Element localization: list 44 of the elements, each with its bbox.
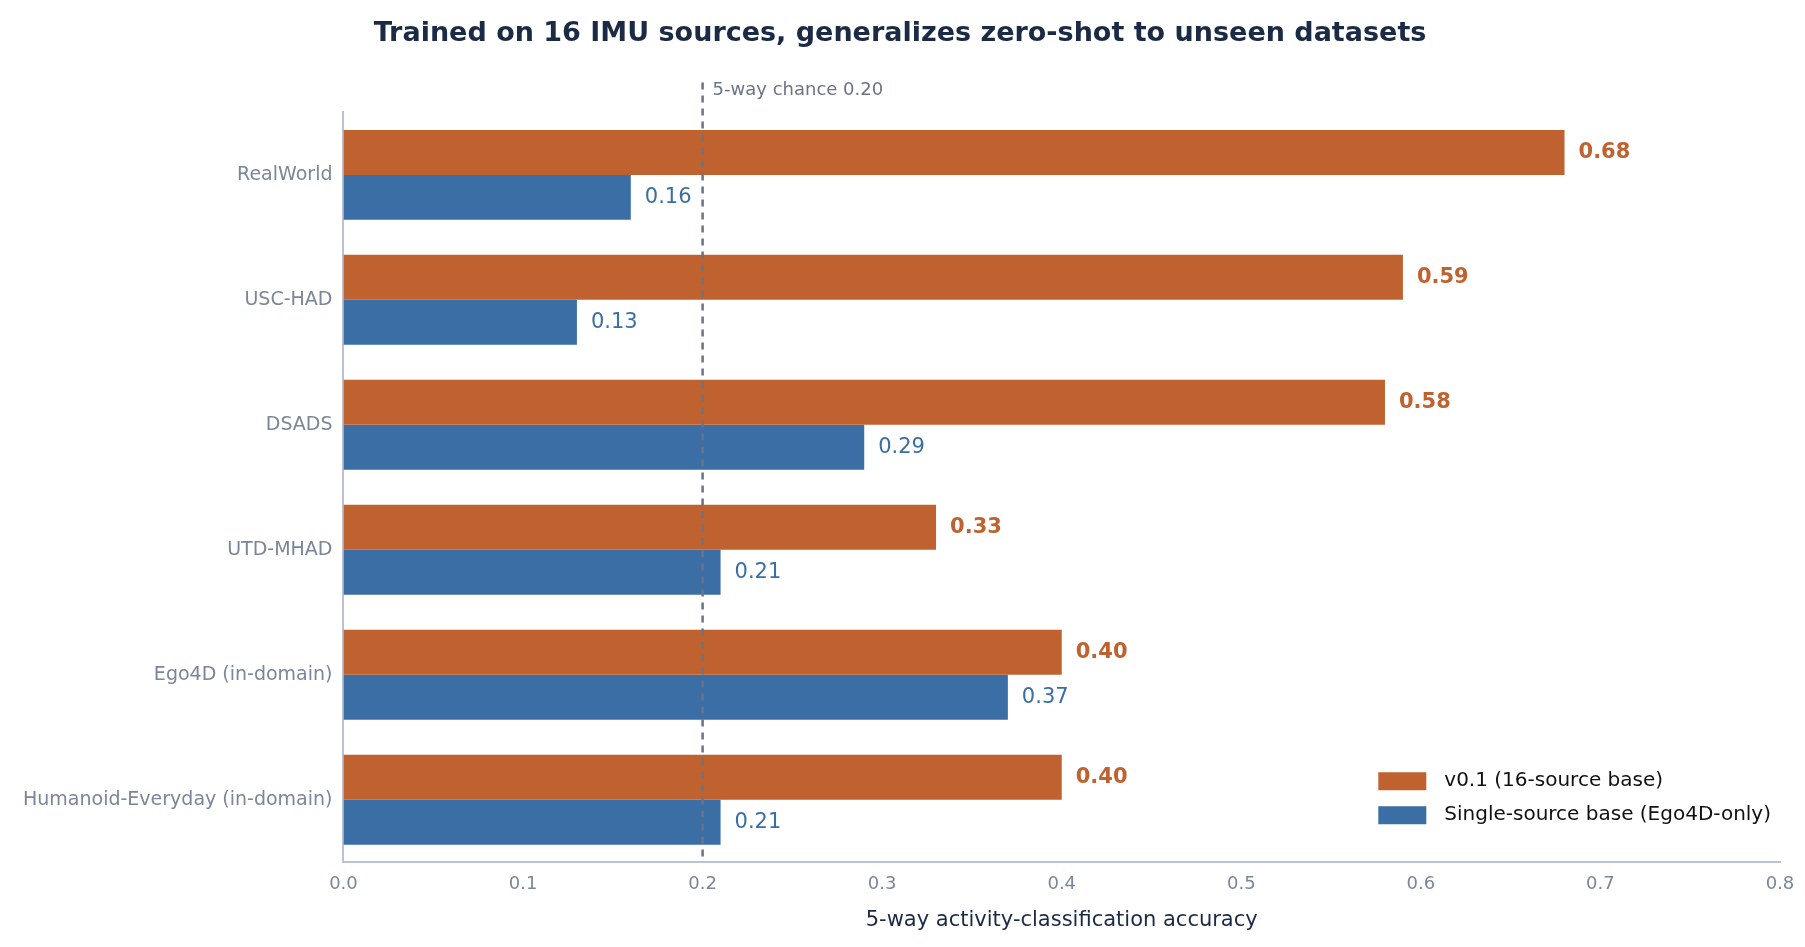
bar bbox=[343, 424, 865, 470]
x-tick-label: 0.3 bbox=[867, 871, 897, 893]
data-label: 0.21 bbox=[734, 558, 782, 583]
bar bbox=[343, 174, 631, 220]
x-tick-label: 0.6 bbox=[1406, 871, 1436, 893]
y-tick-label: Humanoid-Everyday (in-domain) bbox=[23, 786, 333, 809]
x-tick-label: 0.2 bbox=[688, 871, 717, 893]
y-tick-label: USC-HAD bbox=[244, 286, 333, 309]
x-tick-label: 0.7 bbox=[1586, 871, 1615, 893]
bar bbox=[343, 754, 1062, 800]
x-axis-title: 5-way activity-classification accuracy bbox=[865, 906, 1258, 931]
bar bbox=[343, 504, 937, 550]
x-tick-label: 0.4 bbox=[1047, 871, 1077, 893]
y-tick-label: UTD-MHAD bbox=[227, 536, 333, 559]
x-tick-label: 0.1 bbox=[508, 871, 538, 893]
data-label: 0.21 bbox=[734, 808, 782, 833]
legend-label: v0.1 (16-source base) bbox=[1444, 767, 1664, 792]
bar bbox=[343, 674, 1008, 720]
bar bbox=[343, 299, 577, 345]
data-label: 0.58 bbox=[1398, 388, 1451, 413]
y-tick-label: DSADS bbox=[265, 411, 333, 434]
data-label: 0.40 bbox=[1075, 638, 1128, 663]
bar bbox=[343, 379, 1385, 425]
ref-line-label: 5-way chance 0.20 bbox=[712, 78, 884, 100]
data-label: 0.37 bbox=[1021, 683, 1069, 708]
data-label: 0.13 bbox=[590, 308, 638, 333]
data-label: 0.16 bbox=[644, 183, 692, 208]
data-label: 0.68 bbox=[1578, 138, 1631, 163]
x-tick-label: 0.5 bbox=[1226, 871, 1256, 893]
y-tick-label: RealWorld bbox=[237, 161, 333, 184]
bar bbox=[343, 254, 1403, 300]
data-label: 0.29 bbox=[878, 433, 925, 458]
data-label: 0.59 bbox=[1416, 263, 1469, 288]
bar bbox=[343, 629, 1062, 675]
x-tick-label: 0.8 bbox=[1765, 871, 1795, 893]
bar bbox=[343, 129, 1565, 175]
bar bbox=[343, 549, 721, 595]
legend-label: Single-source base (Ego4D-only) bbox=[1444, 801, 1771, 826]
data-label: 0.33 bbox=[950, 513, 1002, 538]
data-label: 0.40 bbox=[1075, 763, 1128, 788]
chart-title: Trained on 16 IMU sources, generalizes zero-shot to unseen datasets bbox=[373, 16, 1427, 48]
bar bbox=[343, 799, 721, 845]
y-tick-label: Ego4D (in-domain) bbox=[153, 661, 333, 684]
x-tick-label: 0.0 bbox=[329, 871, 358, 893]
